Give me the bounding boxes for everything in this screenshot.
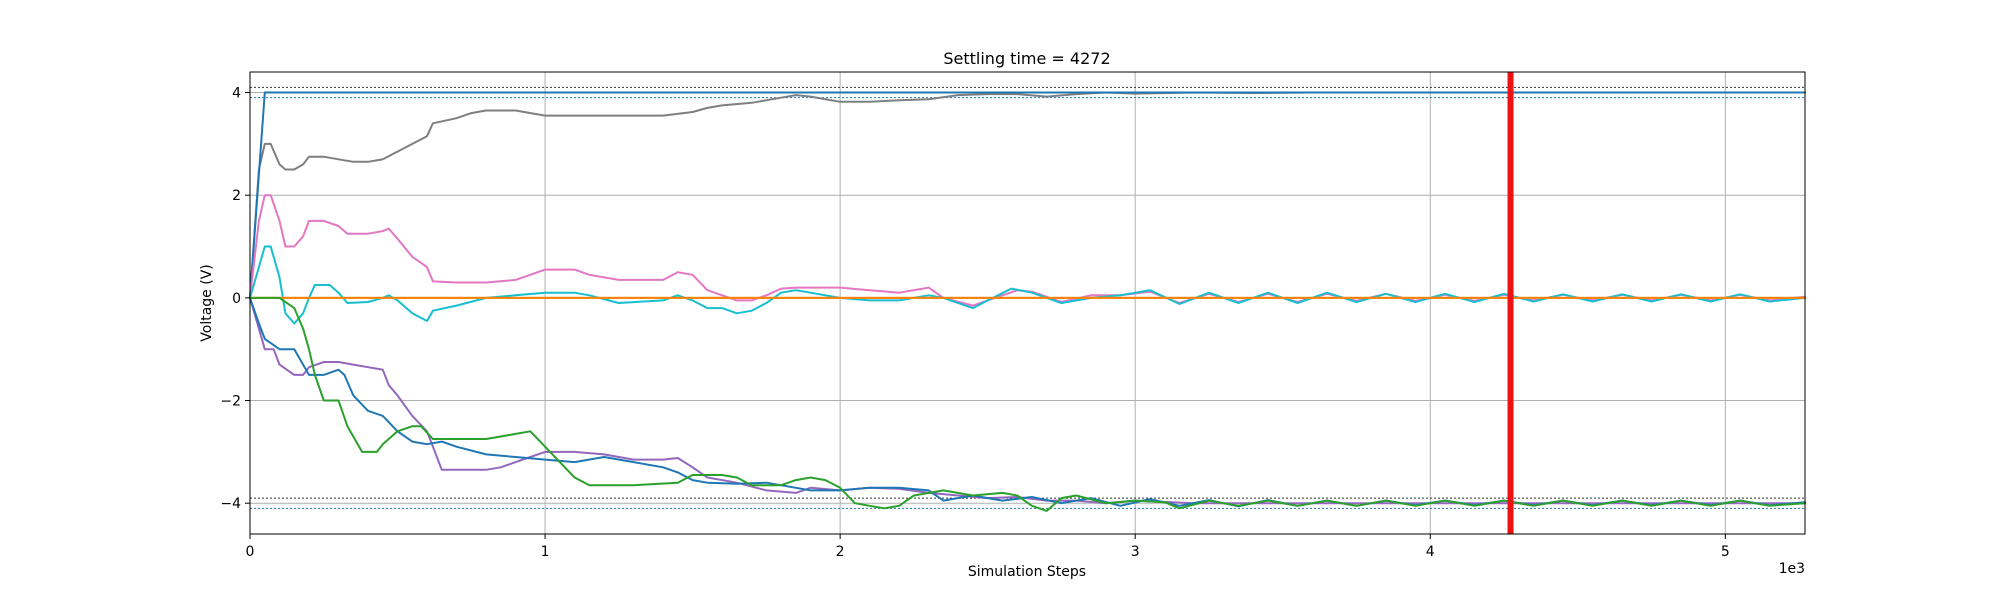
y-axis-label: Voltage (V) bbox=[199, 264, 215, 341]
x-tick-label: 2 bbox=[836, 544, 845, 560]
x-tick-label: 3 bbox=[1131, 544, 1140, 560]
y-tick-label: 4 bbox=[232, 86, 241, 102]
x-tick-label: 5 bbox=[1721, 544, 1730, 560]
series-line bbox=[249, 296, 1806, 512]
x-axis-offset-label: 1e3 bbox=[1779, 561, 1805, 577]
y-tick-label: −4 bbox=[220, 496, 241, 512]
series-line bbox=[249, 245, 1806, 325]
x-axis-label: Simulation Steps bbox=[968, 564, 1086, 580]
y-tick-label: 0 bbox=[232, 291, 241, 307]
x-tick-label: 0 bbox=[246, 544, 255, 560]
y-tick-label: 2 bbox=[232, 188, 241, 204]
x-tick-label: 4 bbox=[1426, 544, 1435, 560]
y-tick-label: −2 bbox=[220, 394, 241, 410]
y-axis-ticks: 4 2 0 −2 −4 bbox=[220, 86, 250, 512]
chart-title: Settling time = 4272 bbox=[943, 49, 1110, 68]
series-lines bbox=[249, 91, 1806, 512]
series-line bbox=[249, 91, 1806, 299]
x-axis-ticks: 0 1 2 3 4 5 bbox=[246, 534, 1730, 560]
plot-frame bbox=[249, 71, 1806, 535]
x-tick-label: 1 bbox=[541, 544, 550, 560]
